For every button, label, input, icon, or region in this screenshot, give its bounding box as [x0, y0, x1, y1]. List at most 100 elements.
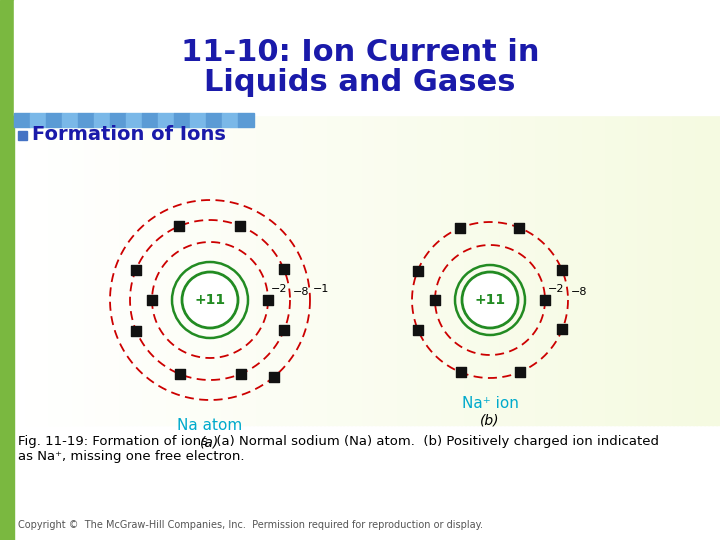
Point: [234, 221, 246, 230]
Bar: [414, 115, 419, 425]
Bar: [383, 115, 387, 425]
Bar: [163, 115, 168, 425]
Bar: [539, 115, 544, 425]
Bar: [446, 115, 451, 425]
Bar: [45, 115, 50, 425]
Bar: [198, 115, 203, 425]
Bar: [465, 115, 470, 425]
Bar: [379, 115, 384, 425]
Bar: [603, 115, 607, 425]
Bar: [661, 115, 666, 425]
Bar: [18, 131, 27, 140]
Bar: [143, 115, 148, 425]
Bar: [410, 115, 415, 425]
Bar: [226, 115, 230, 425]
Bar: [65, 115, 70, 425]
Text: −1: −1: [313, 284, 329, 294]
Bar: [206, 113, 222, 127]
Text: Fig. 11-19: Formation of ions. (a) Normal sodium (Na) atom.  (b) Positively char: Fig. 11-19: Formation of ions. (a) Norma…: [18, 435, 659, 448]
Bar: [206, 115, 211, 425]
Bar: [191, 115, 195, 425]
Bar: [120, 115, 125, 425]
Bar: [469, 115, 474, 425]
Bar: [78, 113, 94, 127]
Bar: [500, 115, 505, 425]
Bar: [273, 115, 278, 425]
Text: +11: +11: [474, 293, 505, 307]
Bar: [375, 115, 379, 425]
Bar: [284, 115, 289, 425]
Bar: [34, 115, 39, 425]
Bar: [457, 115, 462, 425]
Bar: [238, 113, 254, 127]
Bar: [158, 113, 174, 127]
Text: Copyright ©  The McGraw-Hill Companies, Inc.  Permission required for reproducti: Copyright © The McGraw-Hill Companies, I…: [18, 520, 483, 530]
Point: [174, 370, 186, 379]
Bar: [461, 115, 466, 425]
Bar: [430, 115, 435, 425]
Bar: [265, 115, 270, 425]
Bar: [316, 115, 321, 425]
Bar: [116, 115, 121, 425]
Point: [557, 325, 568, 334]
Bar: [590, 115, 595, 425]
Point: [539, 296, 551, 305]
Bar: [241, 115, 246, 425]
Bar: [681, 115, 685, 425]
Bar: [552, 115, 557, 425]
Bar: [0, 0, 14, 540]
Bar: [504, 115, 509, 425]
Bar: [42, 115, 46, 425]
Bar: [246, 115, 251, 425]
Bar: [332, 115, 337, 425]
Bar: [575, 115, 580, 425]
Bar: [622, 115, 627, 425]
Bar: [343, 115, 348, 425]
Point: [429, 296, 441, 305]
Bar: [402, 115, 408, 425]
Bar: [253, 115, 258, 425]
Bar: [649, 115, 654, 425]
Bar: [481, 115, 486, 425]
Bar: [190, 113, 206, 127]
Bar: [57, 115, 62, 425]
Bar: [642, 115, 647, 425]
Bar: [308, 115, 313, 425]
Bar: [96, 115, 102, 425]
Bar: [638, 115, 642, 425]
Bar: [297, 115, 302, 425]
Point: [173, 222, 184, 231]
Bar: [183, 115, 188, 425]
Bar: [422, 115, 427, 425]
Bar: [677, 115, 682, 425]
Bar: [657, 115, 662, 425]
Bar: [85, 115, 89, 425]
Bar: [89, 115, 94, 425]
Bar: [645, 115, 650, 425]
Text: Na⁺ ion: Na⁺ ion: [462, 396, 518, 411]
Bar: [418, 115, 423, 425]
Bar: [693, 115, 698, 425]
Point: [262, 296, 274, 305]
Bar: [634, 115, 639, 425]
Bar: [673, 115, 678, 425]
Bar: [696, 115, 701, 425]
Bar: [22, 115, 27, 425]
Bar: [387, 115, 392, 425]
Bar: [179, 115, 184, 425]
Bar: [234, 115, 238, 425]
Point: [269, 372, 280, 381]
Bar: [328, 115, 333, 425]
Bar: [626, 115, 631, 425]
Bar: [174, 113, 190, 127]
Point: [279, 326, 290, 334]
Bar: [449, 115, 454, 425]
Bar: [94, 113, 110, 127]
Bar: [555, 115, 560, 425]
Text: (a): (a): [200, 435, 220, 449]
Point: [515, 368, 526, 376]
Bar: [110, 113, 126, 127]
Bar: [516, 115, 521, 425]
Bar: [441, 115, 446, 425]
Bar: [685, 115, 690, 425]
